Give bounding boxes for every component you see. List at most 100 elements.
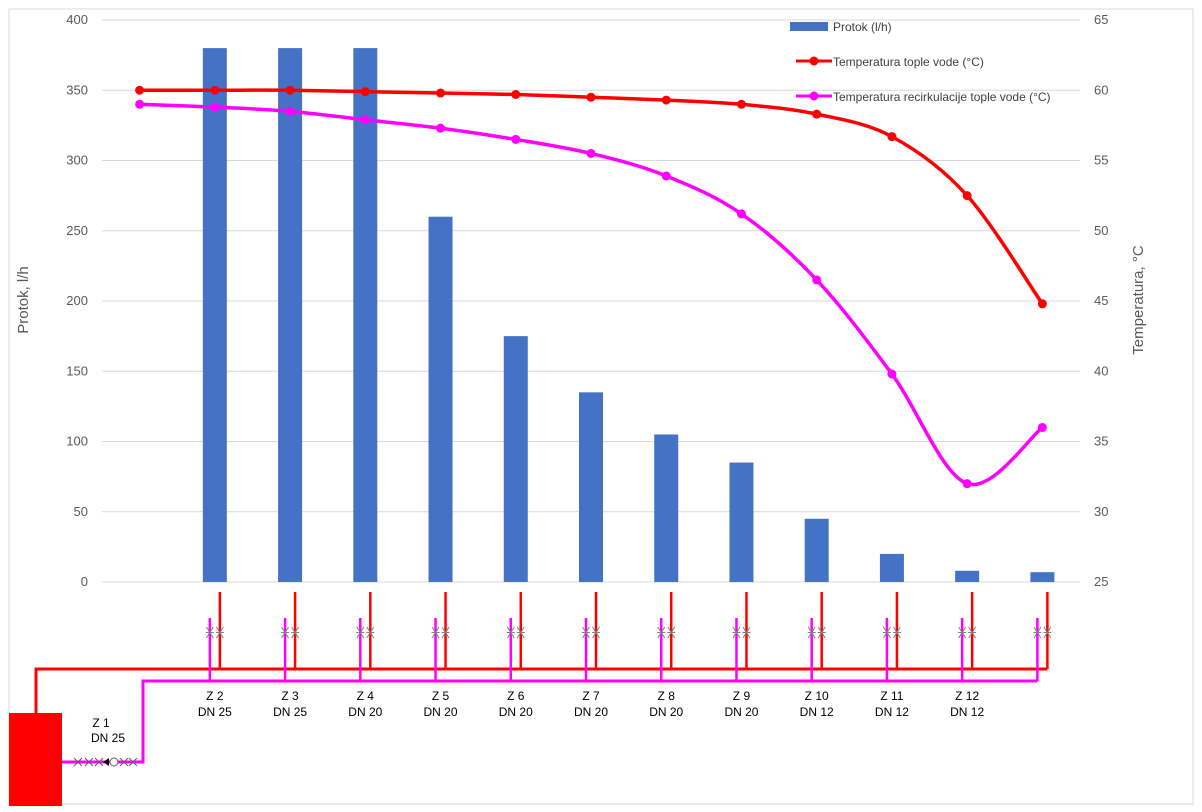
y-tick-label: 200 <box>66 293 88 308</box>
pump-icon <box>109 757 119 767</box>
bar-flow <box>202 48 227 583</box>
y2-tick-label: 55 <box>1094 153 1108 168</box>
valve-icon <box>73 757 83 767</box>
y2-tick-label: 60 <box>1094 82 1108 97</box>
right-axis-ticks: 25 30 35 40 45 50 55 60 65 <box>1094 12 1108 589</box>
point-supply-temp <box>135 85 145 95</box>
y-tick-label: 50 <box>74 504 88 519</box>
supply-main-pipe <box>34 667 1048 713</box>
zone-dn-label: DN 12 <box>800 705 834 719</box>
legend: Protok (l/h) Temperatura tople vode (°C)… <box>790 20 1051 104</box>
bar-flow <box>804 518 829 582</box>
point-supply-temp <box>887 132 897 142</box>
bar-flow <box>1030 572 1055 582</box>
y2-tick-label: 45 <box>1094 293 1108 308</box>
zone-name-label: Z 2 <box>206 689 224 703</box>
zone-name-label: Z 11 <box>880 689 903 703</box>
legend-label-recirculation: Temperatura recirkulacije tople vode (°C… <box>833 90 1051 104</box>
point-supply-temp <box>586 92 596 102</box>
valve-icon <box>84 757 94 767</box>
point-recirculation-temp <box>135 99 145 109</box>
line-series <box>135 85 1047 489</box>
zone-name-label: Z 9 <box>733 689 751 703</box>
point-recirculation-temp <box>210 102 220 112</box>
y2-tick-label: 30 <box>1094 504 1108 519</box>
zone-name-label: Z 4 <box>357 689 375 703</box>
legend-swatch-flow <box>790 22 828 31</box>
line-recirculation-temp <box>139 102 1044 487</box>
bar-flow <box>579 392 603 582</box>
valve-icon <box>119 757 129 767</box>
point-recirculation-temp <box>736 209 746 219</box>
bar-flow <box>353 48 378 583</box>
bar-flow <box>503 336 528 582</box>
left-axis-ticks: 0 50 100 150 200 250 300 350 400 <box>66 12 88 589</box>
y-tick-label: 100 <box>66 434 88 449</box>
point-supply-temp <box>511 89 521 99</box>
point-recirculation-temp <box>360 115 370 125</box>
zone-dn-label: DN 20 <box>649 705 683 719</box>
point-recirculation-temp <box>285 106 295 116</box>
legend-marker-recirculation <box>809 91 819 101</box>
main-line-dn: DN 25 <box>91 731 125 745</box>
legend-marker-supply <box>809 56 819 66</box>
zone-name-label: Z 6 <box>507 689 525 703</box>
bar-flow <box>955 570 980 582</box>
point-recirculation-temp <box>511 134 521 144</box>
y-tick-label: 250 <box>66 223 88 238</box>
legend-label-supply: Temperatura tople vode (°C) <box>833 55 984 69</box>
heater-block <box>9 713 62 806</box>
zone-name-label: Z 12 <box>955 689 979 703</box>
y-tick-label: 0 <box>81 574 88 589</box>
main-line-label: Z 1 DN 25 <box>91 716 125 745</box>
point-recirculation-temp <box>962 479 972 489</box>
point-recirculation-temp <box>887 369 897 379</box>
zone-dn-label: DN 12 <box>875 705 909 719</box>
valve-icon <box>94 757 104 767</box>
water-heater <box>9 713 62 806</box>
check-valve-icon <box>103 758 109 766</box>
y-tick-label: 300 <box>66 153 88 168</box>
zone-dn-label: DN 25 <box>198 705 232 719</box>
pipe-schematic <box>34 592 1052 767</box>
zone-name-label: Z 3 <box>281 689 299 703</box>
zone-name-label: Z 10 <box>805 689 829 703</box>
zone-labels: Z 2 DN 25 Z 3 DN 25 Z 4 DN 20 Z 5 DN 20 Z 6 DN 20… <box>198 689 985 719</box>
point-supply-temp <box>736 99 746 109</box>
bar-flow <box>879 553 904 582</box>
y2-tick-label: 50 <box>1094 223 1108 238</box>
bar-flow <box>654 434 679 582</box>
point-supply-temp <box>1037 299 1047 309</box>
valve-icon <box>128 757 138 767</box>
point-supply-temp <box>210 85 220 95</box>
legend-label-flow: Protok (l/h) <box>833 20 892 34</box>
zone-dn-label: DN 20 <box>499 705 533 719</box>
line-supply-temp <box>139 88 1044 305</box>
zone-dn-label: DN 25 <box>273 705 307 719</box>
point-supply-temp <box>962 191 972 201</box>
zone-name-label: Z 5 <box>432 689 450 703</box>
point-supply-temp <box>360 87 370 97</box>
y-axis-title: Protok, l/h <box>15 266 32 334</box>
y2-axis-title: Temperatura, °C <box>1130 245 1147 355</box>
chart-border <box>8 8 1194 805</box>
zone-dn-label: DN 20 <box>574 705 608 719</box>
zone-name-label: Z 7 <box>582 689 600 703</box>
y2-tick-label: 25 <box>1094 574 1108 589</box>
y2-tick-label: 40 <box>1094 363 1108 378</box>
zone-dn-label: DN 20 <box>348 705 382 719</box>
y2-tick-label: 35 <box>1094 434 1108 449</box>
point-recirculation-temp <box>661 171 671 181</box>
point-recirculation-temp <box>436 123 446 133</box>
point-supply-temp <box>812 109 822 119</box>
y-tick-label: 400 <box>66 12 88 27</box>
point-recirculation-temp <box>1037 422 1047 432</box>
bar-flow <box>278 48 303 583</box>
zone-name-label: Z 8 <box>658 689 676 703</box>
point-supply-temp <box>661 95 671 105</box>
bar-series <box>202 48 1055 583</box>
bar-flow <box>729 462 754 582</box>
y2-tick-label: 65 <box>1094 12 1108 27</box>
